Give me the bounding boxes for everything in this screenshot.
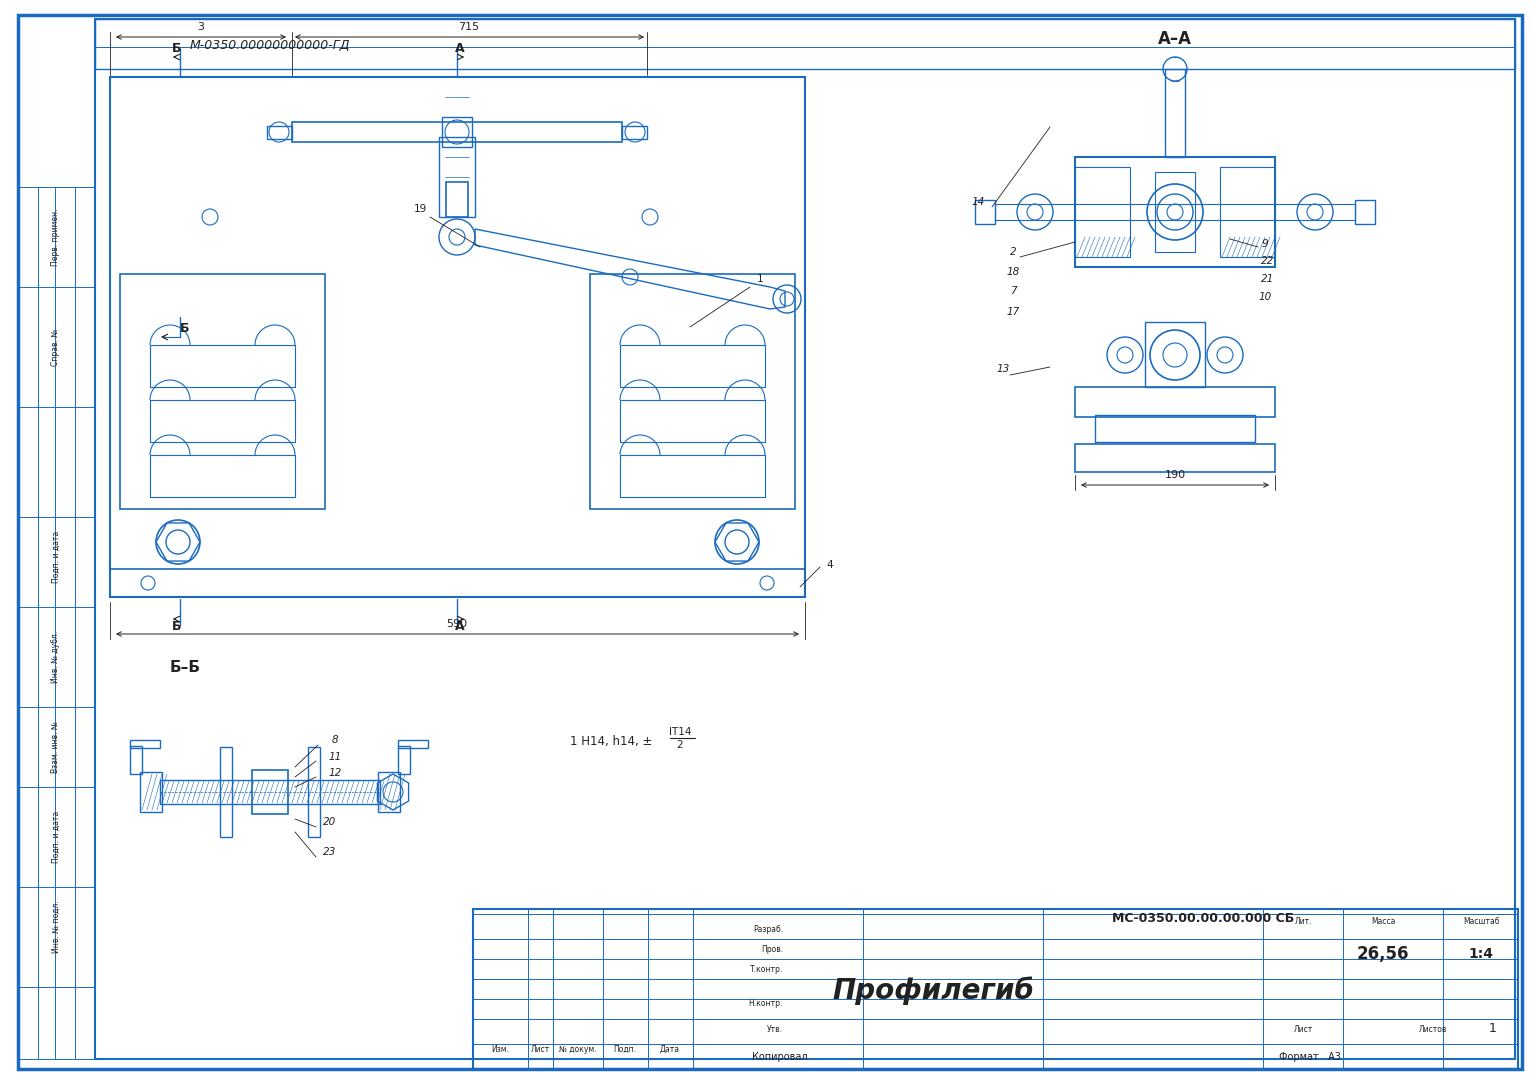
Text: 7: 7: [1009, 286, 1017, 296]
Text: 3: 3: [198, 22, 204, 32]
Bar: [111, 569, 805, 597]
Bar: [1075, 443, 1275, 472]
Text: 19: 19: [413, 204, 427, 214]
Text: 26,56: 26,56: [1356, 945, 1409, 963]
Text: 12: 12: [329, 769, 341, 778]
Text: Б: Б: [172, 621, 181, 634]
Text: 2: 2: [677, 740, 684, 750]
Text: М-0350.00000000000-ГД: М-0350.00000000000-ГД: [190, 38, 350, 51]
Bar: [622, 126, 647, 139]
Bar: [1144, 322, 1206, 387]
Text: Подп.: Подп.: [613, 1045, 636, 1053]
Bar: [309, 747, 319, 837]
Text: 14: 14: [971, 197, 985, 207]
Text: 21: 21: [1261, 274, 1275, 284]
Bar: [131, 746, 141, 774]
Text: Пров.: Пров.: [760, 945, 783, 953]
Text: 4: 4: [826, 560, 834, 570]
Text: Подп. и дата: Подп. и дата: [52, 530, 60, 583]
Text: 10: 10: [1258, 292, 1272, 302]
Bar: [1164, 68, 1184, 157]
Text: 1 H14, h14, ±: 1 H14, h14, ±: [570, 736, 653, 749]
Text: 8: 8: [332, 735, 338, 745]
Bar: [975, 200, 995, 224]
Text: 2: 2: [1009, 247, 1017, 257]
Text: 715: 715: [458, 22, 479, 32]
Text: Инв. № подл.: Инв. № подл.: [52, 901, 60, 953]
Bar: [220, 747, 232, 837]
Text: Лист: Лист: [1293, 1025, 1313, 1034]
Text: Лист: Лист: [530, 1045, 550, 1053]
Bar: [1355, 200, 1375, 224]
Bar: [95, 18, 1514, 68]
Text: 22: 22: [1261, 257, 1275, 266]
Text: 18: 18: [1006, 267, 1020, 277]
Text: 11: 11: [329, 752, 341, 762]
Bar: [445, 182, 468, 217]
Bar: [160, 780, 379, 804]
Text: 1:4: 1:4: [1468, 947, 1493, 961]
Text: Взам. инв. №: Взам. инв. №: [52, 721, 60, 773]
Text: Лит.: Лит.: [1295, 916, 1312, 925]
Text: Инв. № дубл.: Инв. № дубл.: [52, 630, 60, 683]
Text: 13: 13: [997, 364, 1009, 374]
Bar: [398, 740, 429, 748]
Text: 20: 20: [324, 817, 336, 827]
Text: Копировал: Копировал: [753, 1052, 808, 1062]
Text: Разраб.: Разраб.: [753, 925, 783, 934]
Bar: [590, 274, 796, 509]
Text: Т.контр.: Т.контр.: [750, 964, 783, 974]
Text: Масса: Масса: [1370, 916, 1395, 925]
Bar: [252, 770, 289, 814]
Text: 190: 190: [1164, 470, 1186, 480]
Bar: [111, 77, 805, 597]
Bar: [995, 204, 1355, 220]
Text: Б: Б: [172, 42, 181, 55]
Text: Листов: Листов: [1419, 1025, 1447, 1034]
Text: IT14: IT14: [668, 727, 691, 737]
Text: 23: 23: [324, 847, 336, 857]
Bar: [131, 740, 160, 748]
Text: Подп. и дата: Подп. и дата: [52, 811, 60, 863]
Bar: [120, 274, 326, 509]
Text: Б: Б: [180, 323, 190, 336]
Text: 590: 590: [447, 619, 467, 629]
Bar: [140, 772, 161, 812]
Bar: [473, 909, 1518, 1069]
Bar: [1075, 387, 1275, 417]
Text: А: А: [455, 621, 465, 634]
Text: Дата: Дата: [660, 1045, 680, 1053]
Bar: [442, 117, 472, 147]
Text: МС-0350.00.00.00.000 СБ: МС-0350.00.00.00.000 СБ: [1112, 912, 1295, 925]
Text: 17: 17: [1006, 307, 1020, 317]
Bar: [1075, 157, 1275, 267]
Text: А–А: А–А: [1158, 30, 1192, 48]
Text: Справ. №: Справ. №: [52, 328, 60, 365]
Bar: [292, 122, 622, 142]
Text: 1: 1: [1488, 1023, 1498, 1036]
Text: Изм.: Изм.: [492, 1045, 508, 1053]
Text: Профилегиб: Профилегиб: [833, 977, 1034, 1005]
Text: № докум.: № докум.: [559, 1045, 598, 1053]
Bar: [1155, 172, 1195, 252]
Text: Масштаб: Масштаб: [1462, 916, 1499, 925]
Text: А: А: [455, 42, 465, 55]
Bar: [439, 137, 475, 217]
Text: 1: 1: [757, 274, 763, 284]
Bar: [1075, 167, 1130, 257]
Bar: [1095, 415, 1255, 442]
Text: Формат   А3: Формат А3: [1279, 1052, 1341, 1062]
Bar: [1220, 167, 1275, 257]
Bar: [378, 772, 399, 812]
Text: Перв. примен.: Перв. примен.: [52, 209, 60, 265]
Text: Утв.: Утв.: [766, 1025, 783, 1034]
Text: 9: 9: [1261, 239, 1269, 249]
Text: Б–Б: Б–Б: [169, 660, 201, 675]
Bar: [267, 126, 292, 139]
Bar: [398, 746, 410, 774]
Text: Н.контр.: Н.контр.: [748, 1000, 783, 1009]
